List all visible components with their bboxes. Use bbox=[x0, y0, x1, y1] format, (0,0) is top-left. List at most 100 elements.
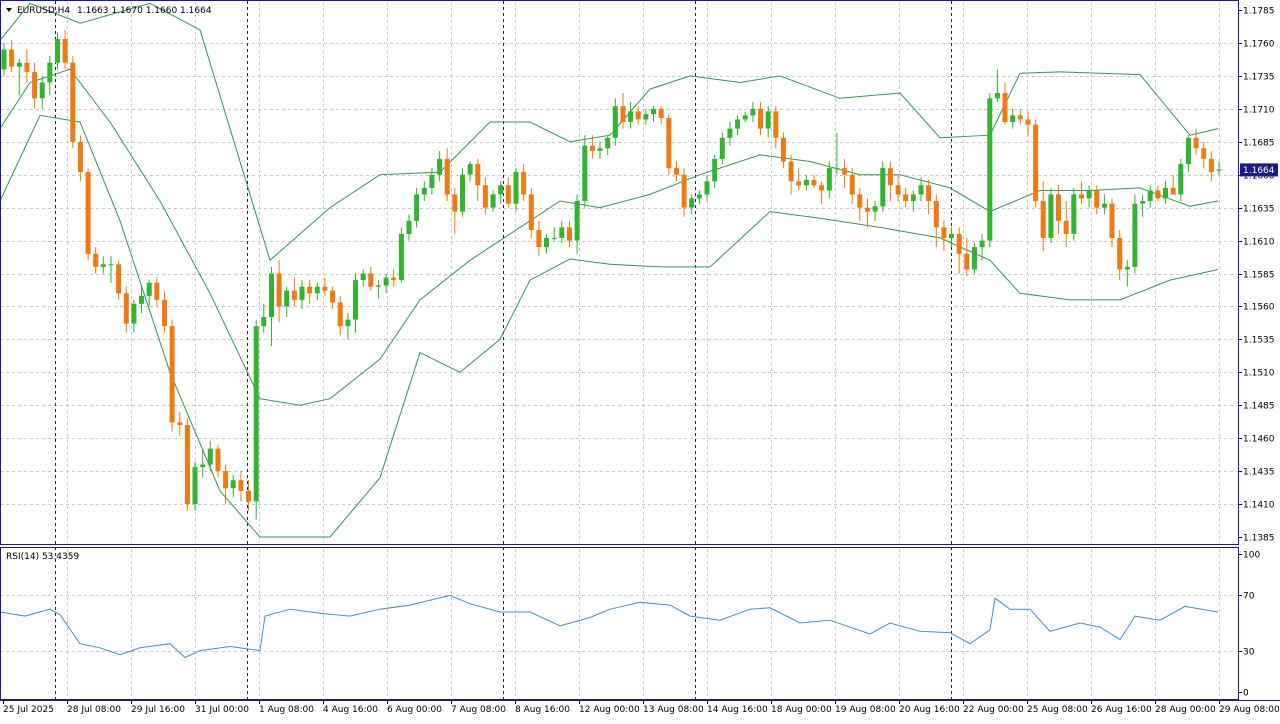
candle bbox=[1140, 194, 1146, 217]
candle bbox=[490, 190, 496, 212]
candle-body-bear bbox=[32, 71, 38, 99]
candle bbox=[612, 98, 618, 146]
candle-body-bull bbox=[628, 111, 634, 122]
price-tick-label: 1.1610 bbox=[1243, 238, 1275, 248]
candle-body-bear bbox=[895, 185, 901, 195]
candle-body-bull bbox=[513, 172, 519, 204]
candle bbox=[681, 168, 687, 217]
time-tick-label: 22 Aug 00:00 bbox=[963, 705, 1024, 715]
candle-body-bear bbox=[528, 194, 534, 230]
candle-body-bull bbox=[727, 128, 733, 138]
rsi-tick-label: 100 bbox=[1243, 551, 1260, 561]
candles bbox=[1, 29, 1222, 520]
candle bbox=[536, 220, 542, 257]
time-tick-label: 31 Jul 00:00 bbox=[195, 705, 249, 715]
candle-body-bull bbox=[643, 114, 649, 120]
candle bbox=[284, 286, 290, 317]
candle bbox=[872, 201, 878, 221]
candle-body-bear bbox=[1170, 187, 1176, 195]
candle bbox=[696, 190, 702, 204]
price-axis[interactable]: 1.17851.17601.17351.17101.16851.16601.16… bbox=[1238, 7, 1275, 544]
candle-body-bull bbox=[949, 234, 954, 238]
candle-body-bull bbox=[735, 119, 741, 129]
candle-body-bull bbox=[918, 185, 924, 195]
candle bbox=[55, 32, 60, 70]
rsi-layer bbox=[0, 594, 1238, 659]
price-tick-label: 1.1635 bbox=[1243, 205, 1275, 215]
candle bbox=[674, 161, 679, 182]
candle bbox=[1033, 119, 1039, 208]
candle bbox=[246, 480, 251, 511]
time-tick-label: 19 Aug 08:00 bbox=[835, 705, 896, 715]
candle bbox=[1063, 201, 1069, 248]
time-tick-label: 29 Aug 08:00 bbox=[1219, 705, 1280, 715]
candle-body-bull bbox=[1132, 203, 1138, 267]
candle-body-bull bbox=[1216, 169, 1222, 171]
candle-body-bull bbox=[689, 198, 695, 208]
candle bbox=[956, 227, 962, 274]
rsi-axis: 100 70 30 0 bbox=[1238, 551, 1260, 699]
candle bbox=[269, 266, 274, 346]
candle-body-bear bbox=[780, 137, 786, 162]
candle bbox=[987, 93, 993, 248]
candle-body-bear bbox=[842, 168, 848, 175]
candle-body-bear bbox=[589, 145, 595, 151]
candle bbox=[1124, 260, 1130, 287]
candle bbox=[116, 260, 122, 300]
time-tick-label: 1 Aug 08:00 bbox=[259, 705, 314, 715]
candle bbox=[964, 237, 970, 277]
candle-body-bull bbox=[100, 264, 106, 267]
candle bbox=[100, 256, 106, 274]
candle-body-bear bbox=[536, 230, 542, 248]
candle bbox=[811, 174, 817, 188]
candle-body-bull bbox=[16, 62, 22, 67]
candle-body-bull bbox=[47, 62, 53, 83]
day-separator-layer bbox=[55, 1, 952, 699]
time-tick-label: 12 Aug 00:00 bbox=[579, 705, 640, 715]
time-axis[interactable]: 25 Jul 2025 28 Jul 08:00 29 Jul 16:00 31 Ju… bbox=[3, 700, 1280, 715]
candle-body-bear bbox=[1155, 190, 1161, 199]
candle-body-bull bbox=[765, 111, 771, 129]
price-tick-label: 1.1535 bbox=[1243, 336, 1275, 346]
price-tick-label: 1.1710 bbox=[1243, 106, 1275, 116]
candle bbox=[780, 132, 786, 169]
candle-body-bull bbox=[597, 148, 603, 151]
candle bbox=[47, 56, 53, 96]
candle-body-bear bbox=[238, 480, 244, 491]
candle bbox=[276, 260, 282, 323]
candle bbox=[108, 256, 114, 283]
candle-body-bear bbox=[1056, 194, 1061, 221]
candle-body-bear bbox=[77, 141, 83, 173]
candle bbox=[322, 277, 328, 296]
candle bbox=[368, 266, 374, 291]
candle bbox=[1002, 82, 1008, 125]
bollinger-lower-line bbox=[0, 114, 1219, 538]
candle-body-bull bbox=[826, 168, 832, 191]
candle-body-bull bbox=[314, 286, 320, 294]
candle-body-bull bbox=[383, 277, 389, 286]
candle bbox=[238, 471, 244, 502]
candle bbox=[261, 303, 267, 333]
bollinger-middle-line bbox=[0, 68, 1219, 406]
candle-body-bull bbox=[200, 464, 206, 468]
candle-body-bear bbox=[964, 253, 970, 270]
candle-body-bear bbox=[811, 180, 817, 186]
candle bbox=[551, 227, 557, 241]
ohlc-label: 1.1663 1.1670 1.1660 1.1664 bbox=[77, 6, 212, 16]
candle bbox=[544, 234, 549, 254]
candle-body-bear bbox=[758, 108, 763, 129]
candle-body-bear bbox=[521, 172, 527, 195]
symbol-label: EURUSD,H4 bbox=[17, 6, 70, 16]
candle-body-bear bbox=[1063, 220, 1069, 234]
candle-body-bull bbox=[612, 106, 618, 138]
time-tick-label: 25 Jul 2025 bbox=[3, 705, 54, 715]
candle-body-bear bbox=[246, 490, 251, 502]
candle-body-bull bbox=[1140, 201, 1146, 204]
rsi-tick-label: 30 bbox=[1243, 648, 1255, 658]
time-tick-label: 18 Aug 00:00 bbox=[771, 705, 832, 715]
candle bbox=[429, 168, 435, 195]
time-tick-label: 13 Aug 08:00 bbox=[643, 705, 704, 715]
candle-body-bear bbox=[674, 168, 679, 175]
candle-body-bull bbox=[987, 98, 993, 241]
time-tick-label: 4 Aug 16:00 bbox=[323, 705, 378, 715]
